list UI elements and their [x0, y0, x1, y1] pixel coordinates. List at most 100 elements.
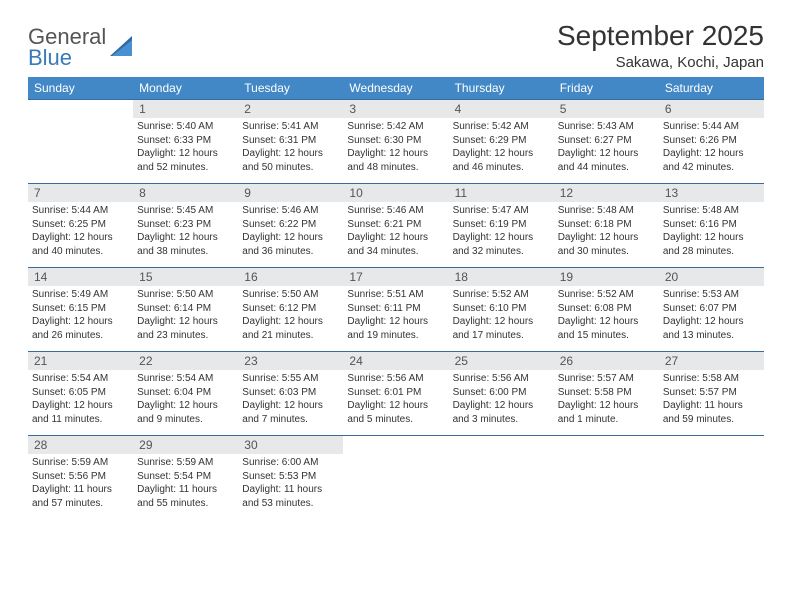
- day-info: Sunrise: 5:56 AMSunset: 6:00 PMDaylight:…: [449, 370, 554, 430]
- day-number: 17: [343, 268, 448, 286]
- day-info: Sunrise: 5:42 AMSunset: 6:30 PMDaylight:…: [343, 118, 448, 178]
- day-cell: 18Sunrise: 5:52 AMSunset: 6:10 PMDayligh…: [449, 268, 554, 352]
- day-cell: 19Sunrise: 5:52 AMSunset: 6:08 PMDayligh…: [554, 268, 659, 352]
- day-info: Sunrise: 6:00 AMSunset: 5:53 PMDaylight:…: [238, 454, 343, 514]
- sunset-text: Sunset: 6:21 PM: [347, 218, 444, 232]
- sunset-text: Sunset: 6:30 PM: [347, 134, 444, 148]
- day-number: 21: [28, 352, 133, 370]
- daylight-text: Daylight: 12 hours and 42 minutes.: [663, 147, 760, 174]
- dayhead-sun: Sunday: [28, 77, 133, 100]
- sunset-text: Sunset: 6:26 PM: [663, 134, 760, 148]
- daylight-text: Daylight: 12 hours and 7 minutes.: [242, 399, 339, 426]
- day-cell: 21Sunrise: 5:54 AMSunset: 6:05 PMDayligh…: [28, 352, 133, 436]
- day-number: 22: [133, 352, 238, 370]
- day-cell: 22Sunrise: 5:54 AMSunset: 6:04 PMDayligh…: [133, 352, 238, 436]
- sunrise-text: Sunrise: 5:53 AM: [663, 288, 760, 302]
- sunset-text: Sunset: 6:19 PM: [453, 218, 550, 232]
- day-cell: 4Sunrise: 5:42 AMSunset: 6:29 PMDaylight…: [449, 100, 554, 184]
- day-info: Sunrise: 5:48 AMSunset: 6:16 PMDaylight:…: [659, 202, 764, 262]
- week-row: 1Sunrise: 5:40 AMSunset: 6:33 PMDaylight…: [28, 100, 764, 184]
- daylight-text: Daylight: 11 hours and 53 minutes.: [242, 483, 339, 510]
- day-cell: 16Sunrise: 5:50 AMSunset: 6:12 PMDayligh…: [238, 268, 343, 352]
- day-cell: 8Sunrise: 5:45 AMSunset: 6:23 PMDaylight…: [133, 184, 238, 268]
- title-block: September 2025 Sakawa, Kochi, Japan: [557, 20, 764, 71]
- sunset-text: Sunset: 6:31 PM: [242, 134, 339, 148]
- sunset-text: Sunset: 6:12 PM: [242, 302, 339, 316]
- day-info: Sunrise: 5:47 AMSunset: 6:19 PMDaylight:…: [449, 202, 554, 262]
- day-cell: 27Sunrise: 5:58 AMSunset: 5:57 PMDayligh…: [659, 352, 764, 436]
- sunrise-text: Sunrise: 5:56 AM: [347, 372, 444, 386]
- day-number: 10: [343, 184, 448, 202]
- dayhead-wed: Wednesday: [343, 77, 448, 100]
- sunrise-text: Sunrise: 5:58 AM: [663, 372, 760, 386]
- day-info: Sunrise: 5:54 AMSunset: 6:04 PMDaylight:…: [133, 370, 238, 430]
- brand-logo: General Blue: [28, 20, 136, 69]
- daylight-text: Daylight: 12 hours and 1 minute.: [558, 399, 655, 426]
- daylight-text: Daylight: 12 hours and 38 minutes.: [137, 231, 234, 258]
- dayhead-thu: Thursday: [449, 77, 554, 100]
- week-row: 14Sunrise: 5:49 AMSunset: 6:15 PMDayligh…: [28, 268, 764, 352]
- day-info: Sunrise: 5:49 AMSunset: 6:15 PMDaylight:…: [28, 286, 133, 346]
- day-number: 12: [554, 184, 659, 202]
- daylight-text: Daylight: 12 hours and 19 minutes.: [347, 315, 444, 342]
- sunrise-text: Sunrise: 5:52 AM: [558, 288, 655, 302]
- day-cell: 29Sunrise: 5:59 AMSunset: 5:54 PMDayligh…: [133, 436, 238, 520]
- day-cell: [28, 100, 133, 184]
- sunrise-text: Sunrise: 5:54 AM: [32, 372, 129, 386]
- day-cell: 5Sunrise: 5:43 AMSunset: 6:27 PMDaylight…: [554, 100, 659, 184]
- day-number: 27: [659, 352, 764, 370]
- sunset-text: Sunset: 6:27 PM: [558, 134, 655, 148]
- day-cell: 11Sunrise: 5:47 AMSunset: 6:19 PMDayligh…: [449, 184, 554, 268]
- sunrise-text: Sunrise: 5:54 AM: [137, 372, 234, 386]
- day-number: 3: [343, 100, 448, 118]
- daylight-text: Daylight: 12 hours and 46 minutes.: [453, 147, 550, 174]
- daylight-text: Daylight: 12 hours and 17 minutes.: [453, 315, 550, 342]
- day-info: Sunrise: 5:57 AMSunset: 5:58 PMDaylight:…: [554, 370, 659, 430]
- sunset-text: Sunset: 5:58 PM: [558, 386, 655, 400]
- logo-text-block: General Blue: [28, 26, 106, 69]
- day-cell: 10Sunrise: 5:46 AMSunset: 6:21 PMDayligh…: [343, 184, 448, 268]
- daylight-text: Daylight: 11 hours and 55 minutes.: [137, 483, 234, 510]
- day-info: Sunrise: 5:44 AMSunset: 6:26 PMDaylight:…: [659, 118, 764, 178]
- day-info: Sunrise: 5:45 AMSunset: 6:23 PMDaylight:…: [133, 202, 238, 262]
- day-number: 30: [238, 436, 343, 454]
- day-info: Sunrise: 5:50 AMSunset: 6:14 PMDaylight:…: [133, 286, 238, 346]
- daylight-text: Daylight: 12 hours and 26 minutes.: [32, 315, 129, 342]
- sunrise-text: Sunrise: 5:59 AM: [32, 456, 129, 470]
- dayhead-fri: Friday: [554, 77, 659, 100]
- day-number: 24: [343, 352, 448, 370]
- sunrise-text: Sunrise: 5:59 AM: [137, 456, 234, 470]
- week-row: 7Sunrise: 5:44 AMSunset: 6:25 PMDaylight…: [28, 184, 764, 268]
- day-number: 13: [659, 184, 764, 202]
- sunset-text: Sunset: 5:56 PM: [32, 470, 129, 484]
- sunset-text: Sunset: 6:11 PM: [347, 302, 444, 316]
- day-number: 5: [554, 100, 659, 118]
- dayhead-tue: Tuesday: [238, 77, 343, 100]
- day-cell: [343, 436, 448, 520]
- sunset-text: Sunset: 5:53 PM: [242, 470, 339, 484]
- day-number: 1: [133, 100, 238, 118]
- sunrise-text: Sunrise: 5:50 AM: [137, 288, 234, 302]
- logo-sail-icon: [110, 36, 136, 60]
- header: General Blue September 2025 Sakawa, Koch…: [28, 20, 764, 71]
- daylight-text: Daylight: 12 hours and 15 minutes.: [558, 315, 655, 342]
- calendar-page: General Blue September 2025 Sakawa, Koch…: [0, 0, 792, 540]
- day-cell: 1Sunrise: 5:40 AMSunset: 6:33 PMDaylight…: [133, 100, 238, 184]
- daylight-text: Daylight: 12 hours and 48 minutes.: [347, 147, 444, 174]
- sunset-text: Sunset: 5:57 PM: [663, 386, 760, 400]
- sunset-text: Sunset: 6:08 PM: [558, 302, 655, 316]
- sunrise-text: Sunrise: 5:42 AM: [347, 120, 444, 134]
- day-info: Sunrise: 5:46 AMSunset: 6:22 PMDaylight:…: [238, 202, 343, 262]
- sunset-text: Sunset: 6:16 PM: [663, 218, 760, 232]
- sunrise-text: Sunrise: 5:40 AM: [137, 120, 234, 134]
- sunrise-text: Sunrise: 5:43 AM: [558, 120, 655, 134]
- day-cell: [554, 436, 659, 520]
- sunset-text: Sunset: 6:18 PM: [558, 218, 655, 232]
- daylight-text: Daylight: 12 hours and 34 minutes.: [347, 231, 444, 258]
- daylight-text: Daylight: 12 hours and 3 minutes.: [453, 399, 550, 426]
- sunrise-text: Sunrise: 5:45 AM: [137, 204, 234, 218]
- dayhead-mon: Monday: [133, 77, 238, 100]
- day-cell: 14Sunrise: 5:49 AMSunset: 6:15 PMDayligh…: [28, 268, 133, 352]
- sunset-text: Sunset: 6:29 PM: [453, 134, 550, 148]
- sunrise-text: Sunrise: 5:46 AM: [242, 204, 339, 218]
